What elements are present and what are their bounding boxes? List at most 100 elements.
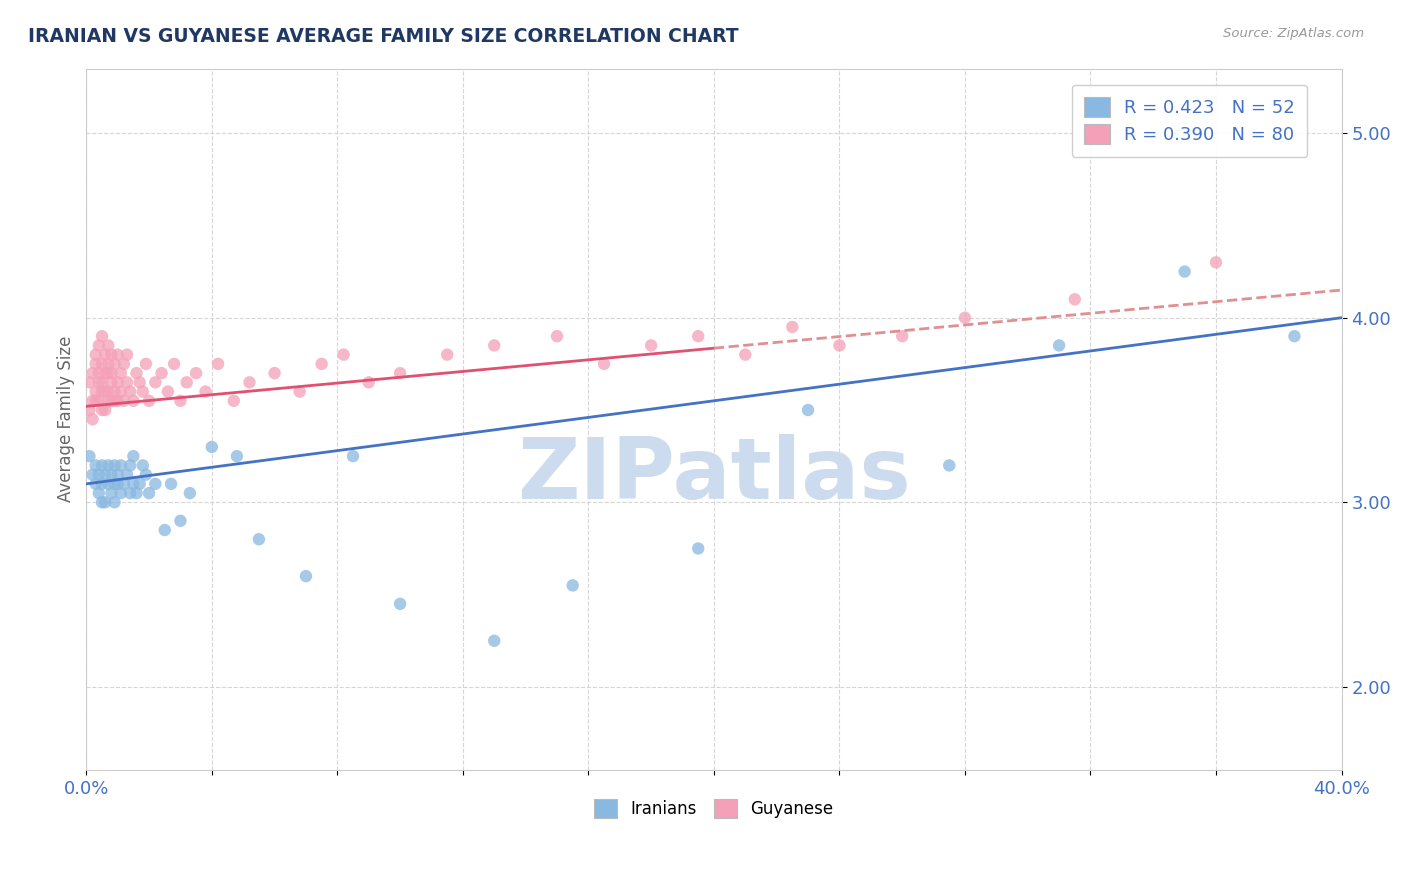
Point (94, 495, 117, 509)
Point (87, 366, 110, 380)
Point (125, 366, 148, 380)
Point (82, 467, 104, 482)
Point (82, 412, 104, 426)
Point (132, 384, 155, 399)
Point (107, 376, 129, 390)
Point (103, 476, 125, 491)
Point (688, 541, 710, 556)
Point (179, 486, 201, 500)
Point (122, 476, 145, 491)
Point (97, 476, 120, 491)
Point (194, 384, 217, 399)
Point (94, 403, 117, 417)
Text: ZIPatlas: ZIPatlas (517, 434, 911, 516)
Point (100, 393, 122, 408)
Point (132, 458, 155, 473)
Point (110, 486, 132, 500)
Point (100, 366, 122, 380)
Point (100, 348, 122, 362)
Point (107, 467, 129, 482)
Point (207, 357, 229, 371)
Point (82, 393, 104, 408)
Legend: Iranians, Guyanese: Iranians, Guyanese (588, 793, 841, 825)
Point (1047, 338, 1070, 352)
Point (84, 357, 107, 371)
Point (160, 476, 183, 491)
Point (91, 329, 114, 343)
Point (135, 357, 157, 371)
Point (484, 633, 506, 648)
Point (120, 384, 142, 399)
Point (97, 458, 120, 473)
Point (87, 376, 110, 390)
Point (128, 476, 150, 491)
Point (138, 486, 160, 500)
Point (103, 384, 125, 399)
Point (176, 376, 198, 390)
Point (120, 458, 142, 473)
Point (110, 366, 132, 380)
Point (122, 393, 145, 408)
Point (238, 376, 260, 390)
Point (97, 338, 120, 352)
Point (436, 348, 458, 362)
Point (156, 384, 179, 399)
Point (135, 467, 157, 482)
Point (87, 467, 110, 482)
Point (201, 440, 224, 454)
Point (103, 495, 125, 509)
Point (357, 376, 380, 390)
Point (1174, 264, 1197, 278)
Point (311, 357, 333, 371)
Point (84, 476, 107, 491)
Point (97, 384, 120, 399)
Point (115, 348, 138, 362)
Point (91, 495, 114, 509)
Point (332, 348, 354, 362)
Point (593, 357, 616, 371)
Point (226, 449, 249, 463)
Point (953, 310, 976, 325)
Point (107, 348, 129, 362)
Point (389, 597, 412, 611)
Point (150, 366, 173, 380)
Point (169, 514, 191, 528)
Point (169, 393, 191, 408)
Point (247, 533, 270, 547)
Point (138, 393, 160, 408)
Point (295, 569, 318, 583)
Point (91, 476, 114, 491)
Point (91, 458, 114, 473)
Point (1284, 329, 1306, 343)
Text: Source: ZipAtlas.com: Source: ZipAtlas.com (1223, 27, 1364, 40)
Point (546, 329, 568, 343)
Point (1063, 293, 1085, 307)
Point (222, 393, 245, 408)
Point (797, 403, 820, 417)
Point (263, 366, 285, 380)
Point (122, 449, 145, 463)
Point (828, 338, 851, 352)
Point (107, 476, 129, 491)
Point (389, 366, 412, 380)
Point (100, 486, 122, 500)
Point (79, 376, 101, 390)
Point (97, 357, 120, 371)
Point (782, 320, 804, 334)
Point (891, 329, 914, 343)
Text: IRANIAN VS GUYANESE AVERAGE FAMILY SIZE CORRELATION CHART: IRANIAN VS GUYANESE AVERAGE FAMILY SIZE … (28, 27, 738, 45)
Point (110, 384, 132, 399)
Point (87, 338, 110, 352)
Point (110, 458, 132, 473)
Point (94, 348, 117, 362)
Point (184, 366, 207, 380)
Point (79, 403, 101, 417)
Point (143, 376, 166, 390)
Point (734, 348, 756, 362)
Point (79, 449, 101, 463)
Point (128, 376, 150, 390)
Point (97, 393, 120, 408)
Point (115, 376, 138, 390)
Point (120, 486, 142, 500)
Point (288, 384, 311, 399)
